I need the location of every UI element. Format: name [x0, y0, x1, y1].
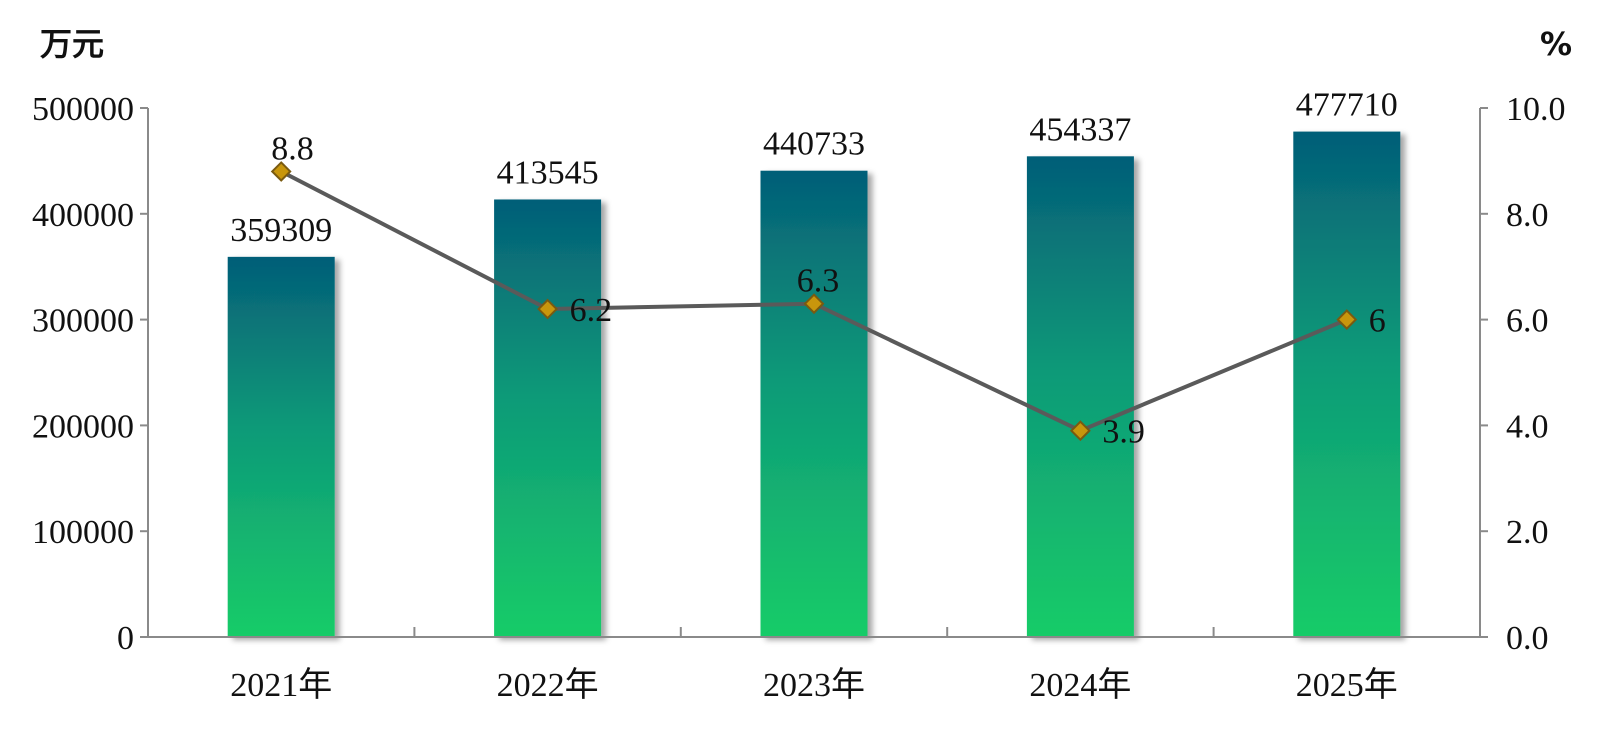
- left-tick-label: 400000: [32, 197, 134, 234]
- x-tick-label: 2023年: [763, 666, 865, 704]
- x-tick-label: 2025年: [1296, 666, 1398, 704]
- left-tick-label: 0: [117, 620, 134, 657]
- bar-5: [1293, 131, 1401, 637]
- line-layer: [270, 161, 1358, 442]
- line-value-label: 3.9: [1102, 414, 1145, 451]
- bars-layer: [227, 131, 1401, 638]
- bar-3: [760, 170, 868, 638]
- line-marker-5: [1336, 309, 1358, 331]
- left-tick-label: 500000: [32, 91, 134, 128]
- right-tick-label: 2.0: [1506, 514, 1549, 551]
- x-tick-label: 2021年: [230, 666, 332, 704]
- axes-layer: 0 100000 200000 300000 400000 500000 0.0 2.0 4.0…: [32, 91, 1566, 704]
- line-marker-2: [537, 298, 559, 320]
- left-tick-label: 300000: [32, 303, 134, 340]
- bar-4: [1026, 156, 1134, 637]
- right-axis-unit: %: [1540, 25, 1572, 63]
- bar-value-label: 359309: [230, 212, 332, 249]
- bar-value-label: 454337: [1029, 111, 1131, 148]
- line-marker-1: [270, 161, 292, 182]
- left-tick-label: 100000: [32, 514, 134, 551]
- right-tick-label: 10.0: [1506, 91, 1566, 128]
- left-tick-label: 200000: [32, 408, 134, 445]
- x-tick-label: 2022年: [497, 666, 599, 704]
- line-value-label: 6.2: [570, 292, 613, 329]
- bar-2: [494, 199, 602, 637]
- line-value-label: 6.3: [797, 263, 840, 300]
- right-tick-label: 8.0: [1506, 197, 1549, 234]
- right-tick-label: 6.0: [1506, 303, 1549, 340]
- labels-layer: 359309 413545 440733 454337 477710 8.8 6.2 6.3 3…: [230, 87, 1398, 451]
- bar-value-label: 440733: [763, 126, 865, 163]
- bar-1: [227, 256, 335, 637]
- line-marker-3: [803, 293, 825, 315]
- right-tick-label: 4.0: [1506, 408, 1549, 445]
- line-value-label: 8.8: [271, 130, 314, 167]
- bar-value-label: 413545: [497, 154, 599, 191]
- x-tick-label: 2024年: [1029, 666, 1131, 704]
- line-marker-4: [1069, 420, 1091, 442]
- left-axis-unit: 万元: [40, 25, 104, 63]
- right-tick-label: 0.0: [1506, 620, 1549, 657]
- line-value-label: 6: [1369, 303, 1386, 340]
- bar-value-label: 477710: [1296, 87, 1398, 124]
